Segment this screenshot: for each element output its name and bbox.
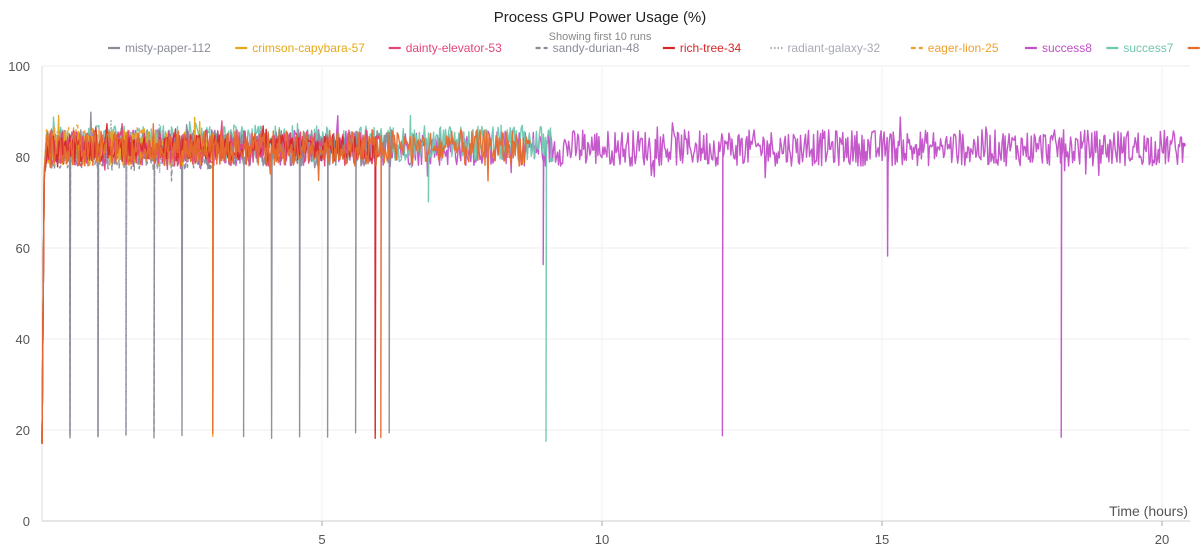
legend-item-eager-lion-25[interactable]: eager-lion-25 [910,41,999,55]
x-tick-5: 5 [318,532,325,547]
y-tick-40: 40 [16,332,30,347]
series-end-point-sandy-durian-48 [207,164,212,170]
legend-item-misty-paper-112[interactable]: misty-paper-112 [108,41,211,55]
series-end-point-success6 [526,139,531,145]
x-tick-15: 15 [875,532,889,547]
legend-item-success6[interactable]: success6 [1187,41,1200,55]
chart-title: Process GPU Power Usage (%) [494,9,707,26]
legend-item-dainty-elevator-53[interactable]: dainty-elevator-53 [388,41,502,55]
y-tick-0: 0 [23,514,30,529]
x-axis: 5 10 15 20 [318,521,1169,547]
y-tick-20: 20 [16,423,30,438]
x-tick-20: 20 [1155,532,1169,547]
series-line-success8[interactable] [41,115,1185,444]
legend-item-crimson-capybara-57[interactable]: crimson-capybara-57 [235,41,365,55]
legend-item-sandy-durian-48[interactable]: sandy-durian-48 [535,41,640,55]
legend-label: sandy-durian-48 [553,41,640,55]
legend-label: success8 [1042,41,1092,55]
series-end-point-success8 [1181,142,1186,147]
y-tick-80: 80 [16,150,30,165]
series-end-point-success7 [549,157,554,163]
legend-label: crimson-capybara-57 [252,41,365,55]
series-line-success6[interactable] [41,123,529,444]
y-tick-60: 60 [16,241,30,256]
x-axis-label: Time (hours) [1109,503,1188,519]
series-line-dainty-elevator-53[interactable] [41,120,378,444]
legend-item-success8[interactable]: success8 [1024,41,1092,55]
legend-label: dainty-elevator-53 [406,41,502,55]
series-line-crimson-capybara-57[interactable] [41,114,216,444]
series-line-misty-paper-112[interactable] [41,111,395,444]
plot-area[interactable] [41,111,1186,444]
chart-grid [41,65,1190,522]
series-end-point-eager-lion-25 [140,129,145,134]
legend-label: success7 [1123,41,1173,55]
chart-legend: misty-paper-112 crimson-capybara-57 dainty… [108,41,1200,55]
legend-item-radiant-galaxy-32[interactable]: radiant-galaxy-32 [770,41,880,55]
y-tick-100: 100 [8,59,30,74]
legend-label: misty-paper-112 [125,41,211,55]
series-end-point-dainty-elevator-53 [374,135,380,140]
legend-label: radiant-galaxy-32 [787,41,880,55]
chart-subtitle: Showing first 10 runs [549,31,652,43]
legend-label: eager-lion-25 [928,41,999,55]
y-axis: 0 20 40 60 80 100 [8,59,30,529]
legend-item-rich-tree-34[interactable]: rich-tree-34 [662,41,742,55]
legend-item-success7[interactable]: success7 [1106,41,1174,55]
series-line-rich-tree-34[interactable] [41,123,378,444]
legend-label: rich-tree-34 [680,41,742,55]
x-tick-10: 10 [595,532,609,547]
